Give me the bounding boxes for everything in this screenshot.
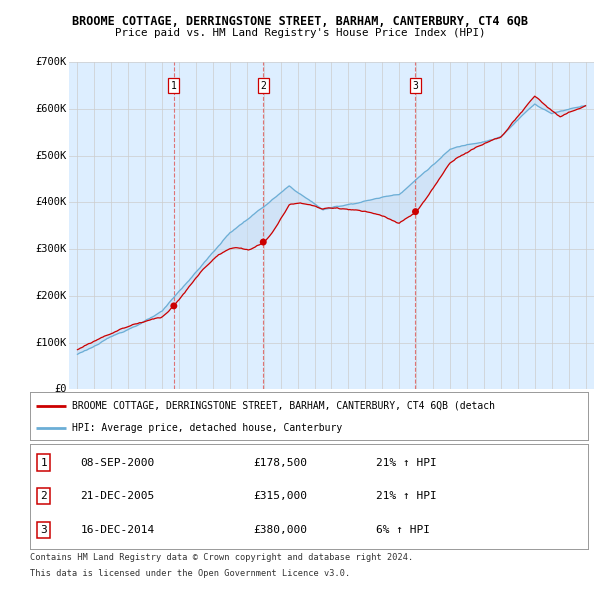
Text: 3: 3 — [413, 81, 418, 91]
Text: 1: 1 — [41, 458, 47, 468]
Text: 2: 2 — [260, 81, 266, 91]
Text: £400K: £400K — [35, 197, 67, 207]
Text: 21% ↑ HPI: 21% ↑ HPI — [376, 458, 437, 468]
Text: Contains HM Land Registry data © Crown copyright and database right 2024.: Contains HM Land Registry data © Crown c… — [30, 553, 413, 562]
Text: 2: 2 — [41, 491, 47, 501]
Text: BROOME COTTAGE, DERRINGSTONE STREET, BARHAM, CANTERBURY, CT4 6QB: BROOME COTTAGE, DERRINGSTONE STREET, BAR… — [72, 15, 528, 28]
Point — [259, 237, 268, 247]
Text: £315,000: £315,000 — [253, 491, 307, 501]
Text: £100K: £100K — [35, 337, 67, 348]
Text: Price paid vs. HM Land Registry's House Price Index (HPI): Price paid vs. HM Land Registry's House … — [115, 28, 485, 38]
Text: £200K: £200K — [35, 291, 67, 301]
Text: 21-DEC-2005: 21-DEC-2005 — [80, 491, 154, 501]
Text: 3: 3 — [41, 525, 47, 535]
Text: £300K: £300K — [35, 244, 67, 254]
Text: This data is licensed under the Open Government Licence v3.0.: This data is licensed under the Open Gov… — [30, 569, 350, 578]
Text: £700K: £700K — [35, 57, 67, 67]
Text: £178,500: £178,500 — [253, 458, 307, 468]
Point — [410, 207, 420, 217]
Text: £0: £0 — [54, 385, 67, 394]
Text: £600K: £600K — [35, 104, 67, 114]
Text: 08-SEP-2000: 08-SEP-2000 — [80, 458, 154, 468]
Point — [169, 301, 179, 310]
Text: £500K: £500K — [35, 150, 67, 160]
Text: £380,000: £380,000 — [253, 525, 307, 535]
Text: 1: 1 — [171, 81, 177, 91]
Text: BROOME COTTAGE, DERRINGSTONE STREET, BARHAM, CANTERBURY, CT4 6QB (detach: BROOME COTTAGE, DERRINGSTONE STREET, BAR… — [72, 401, 495, 411]
Text: 6% ↑ HPI: 6% ↑ HPI — [376, 525, 430, 535]
Text: 21% ↑ HPI: 21% ↑ HPI — [376, 491, 437, 501]
Text: 16-DEC-2014: 16-DEC-2014 — [80, 525, 154, 535]
Text: HPI: Average price, detached house, Canterbury: HPI: Average price, detached house, Cant… — [72, 423, 342, 433]
